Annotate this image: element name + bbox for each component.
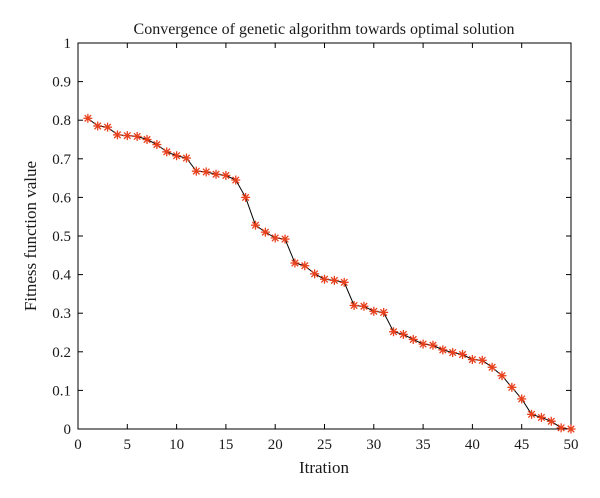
x-tick-label: 10 [169, 437, 184, 453]
data-point-marker [329, 275, 339, 285]
data-point-marker [280, 234, 290, 244]
data-point-marker [231, 175, 241, 185]
data-point-marker [497, 371, 507, 381]
data-point-marker [546, 416, 556, 426]
data-point-marker [507, 382, 517, 392]
x-tick-label: 35 [416, 437, 431, 453]
data-point-marker [359, 301, 369, 311]
data-point-marker [408, 334, 418, 344]
data-point-marker [320, 274, 329, 284]
data-point-marker [191, 166, 201, 176]
x-tick-label: 30 [366, 437, 381, 453]
data-point-marker [112, 130, 122, 140]
y-tick-label: 1 [64, 36, 72, 52]
x-tick-label: 40 [465, 437, 480, 453]
data-point-marker [428, 340, 438, 350]
data-point-marker [310, 269, 320, 279]
data-point-marker [270, 233, 280, 243]
y-tick-label: 0 [64, 422, 72, 438]
data-point-marker [152, 140, 162, 150]
x-tick-labels: 0 5 10 15 20 25 30 35 40 45 50 [74, 437, 578, 453]
data-point-marker [487, 362, 497, 372]
data-point-marker [172, 151, 182, 161]
data-point-marker [349, 300, 359, 310]
y-tick-label: 0.3 [52, 306, 71, 322]
x-tick-label: 45 [514, 437, 529, 453]
y-tick-label: 0.6 [52, 190, 71, 206]
chart-title: Convergence of genetic algorithm towards… [134, 21, 515, 38]
data-point-marker [379, 307, 389, 317]
data-point-marker [103, 122, 113, 132]
data-point-marker [300, 261, 310, 271]
data-point-marker [448, 348, 458, 358]
x-tick-label: 20 [268, 437, 283, 453]
data-point-marker [398, 329, 408, 339]
data-point-marker [438, 345, 448, 355]
data-point-marker [477, 355, 487, 365]
data-point-marker [93, 121, 103, 131]
y-tick-label: 0.5 [52, 229, 71, 245]
y-tick-label: 0.2 [52, 345, 71, 361]
fitness-series-line [87, 117, 572, 430]
y-axis-label: Fitness function value [21, 161, 40, 311]
data-point-marker [83, 113, 93, 123]
y-tick-label: 0.8 [52, 113, 71, 129]
data-point-marker [339, 277, 349, 287]
data-point-marker [221, 170, 231, 180]
x-axis-label: Itration [299, 458, 350, 477]
y-tick-label: 0.7 [52, 152, 71, 168]
data-point-marker [536, 412, 546, 422]
data-point-marker [458, 350, 468, 360]
data-point-marker [181, 153, 191, 163]
data-point-marker [418, 339, 428, 349]
data-point-marker [250, 220, 260, 230]
x-tick-label: 15 [218, 437, 233, 453]
y-tick-label: 0.9 [52, 75, 71, 91]
x-tick-label: 0 [74, 437, 82, 453]
x-tick-label: 25 [317, 437, 332, 453]
y-tick-labels: 0 0.1 0.2 0.3 0.4 0.5 0.6 0.7 0.8 0.9 1 [52, 36, 71, 438]
data-point-marker [241, 192, 251, 202]
y-tick-label: 0.4 [52, 268, 71, 284]
data-point-marker [389, 327, 399, 337]
data-point-marker [132, 131, 142, 141]
data-point-marker [556, 423, 566, 433]
data-point-marker [260, 227, 270, 237]
x-tick-label: 50 [564, 437, 579, 453]
data-point-marker [566, 424, 576, 434]
fitness-series-markers [83, 113, 576, 434]
data-point-marker [290, 258, 300, 268]
data-point-marker [201, 167, 211, 177]
data-point-marker [369, 306, 379, 316]
data-point-marker [122, 131, 132, 141]
data-point-marker [467, 355, 477, 365]
data-point-marker [527, 409, 537, 419]
x-tick-label: 5 [124, 437, 132, 453]
data-point-marker [142, 135, 152, 144]
data-point-marker [162, 147, 172, 157]
data-point-marker [211, 169, 221, 179]
data-point-marker [517, 394, 527, 404]
y-tick-label: 0.1 [52, 383, 71, 399]
